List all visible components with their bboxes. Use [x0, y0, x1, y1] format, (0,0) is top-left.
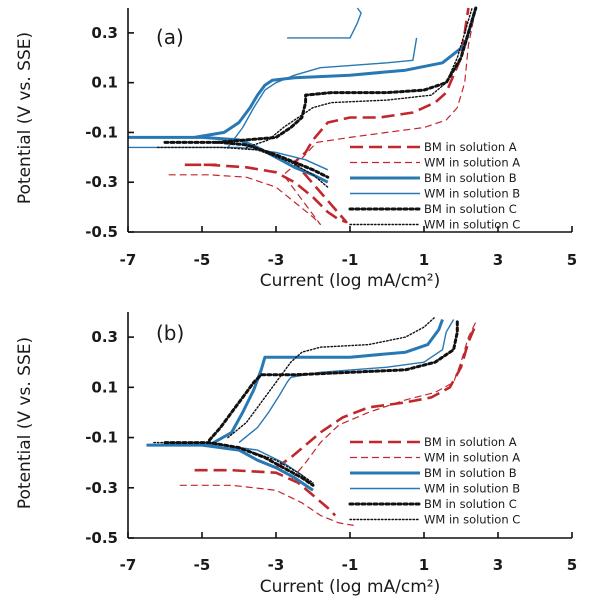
panel-a: 0.3 0.1 -0.1 -0.3 -0.5-7 -5 -3 -1 1 3 5 Current (lo…: [15, 6, 577, 291]
x-tick-label: -3: [268, 251, 285, 269]
legend: BM in solution AWM in solution ABM in so…: [348, 140, 520, 232]
x-axis-title: Current (log mA/cm²): [260, 577, 440, 597]
x-tick-label: 3: [493, 251, 503, 269]
series-line-6: [153, 316, 436, 484]
x-tick-label: -7: [120, 251, 137, 269]
legend-label: WM in solution C: [424, 218, 520, 232]
x-tick-label: -3: [268, 556, 285, 574]
legend-label: WM in solution B: [424, 187, 520, 201]
y-tick-label: -0.3: [85, 479, 118, 497]
series-line-1: [194, 324, 477, 517]
y-tick-label: 0.3: [91, 328, 118, 346]
legend-label: WM in solution C: [424, 513, 520, 527]
series-line-6: [156, 7, 473, 188]
legend-label: BM in solution C: [424, 497, 517, 511]
series-line-2: [179, 321, 477, 526]
y-tick-label: -0.1: [85, 123, 118, 141]
x-tick-label: 5: [567, 251, 577, 269]
y-tick-label: -0.1: [85, 429, 118, 447]
panel-label: (a): [156, 25, 184, 49]
x-tick-label: -5: [194, 556, 211, 574]
y-tick-label: -0.3: [85, 173, 118, 191]
y-tick-label: 0.1: [91, 74, 118, 92]
legend-label: WM in solution A: [424, 451, 520, 465]
panel-label: (b): [156, 321, 184, 345]
y-axis-title: Potential (V vs. SSE): [15, 32, 35, 204]
legend: BM in solution AWM in solution ABM in so…: [348, 435, 520, 527]
x-axis-title: Current (log mA/cm²): [260, 271, 440, 291]
x-tick-label: 3: [493, 556, 503, 574]
legend-label: BM in solution A: [424, 435, 517, 449]
y-axis-title: Potential (V vs. SSE): [15, 337, 35, 509]
x-tick-label: 5: [567, 556, 577, 574]
legend-label: WM in solution B: [424, 482, 520, 496]
x-tick-label: -1: [342, 251, 359, 269]
legend-label: WM in solution A: [424, 156, 520, 170]
legend-label: BM in solution C: [424, 202, 517, 216]
x-tick-label: -1: [342, 556, 359, 574]
x-tick-label: 1: [419, 556, 429, 574]
series-line-5: [163, 318, 459, 487]
x-tick-label: -7: [120, 556, 137, 574]
legend-label: BM in solution B: [424, 466, 517, 480]
legend-label: BM in solution B: [424, 171, 517, 185]
panel-b: 0.3 0.1 -0.1 -0.3 -0.5-7 -5 -3 -1 1 3 5 Current (lo…: [15, 312, 577, 597]
x-tick-label: -5: [194, 251, 211, 269]
y-tick-label: -0.5: [85, 223, 118, 241]
x-tick-label: 1: [419, 251, 429, 269]
series-line-3: [146, 318, 444, 492]
series-line-5: [163, 6, 478, 179]
y-tick-label: 0.1: [91, 378, 118, 396]
y-tick-label: 0.3: [91, 24, 118, 42]
series-line-2: [168, 7, 477, 226]
legend-label: BM in solution A: [424, 140, 517, 154]
y-tick-label: -0.5: [85, 529, 118, 547]
